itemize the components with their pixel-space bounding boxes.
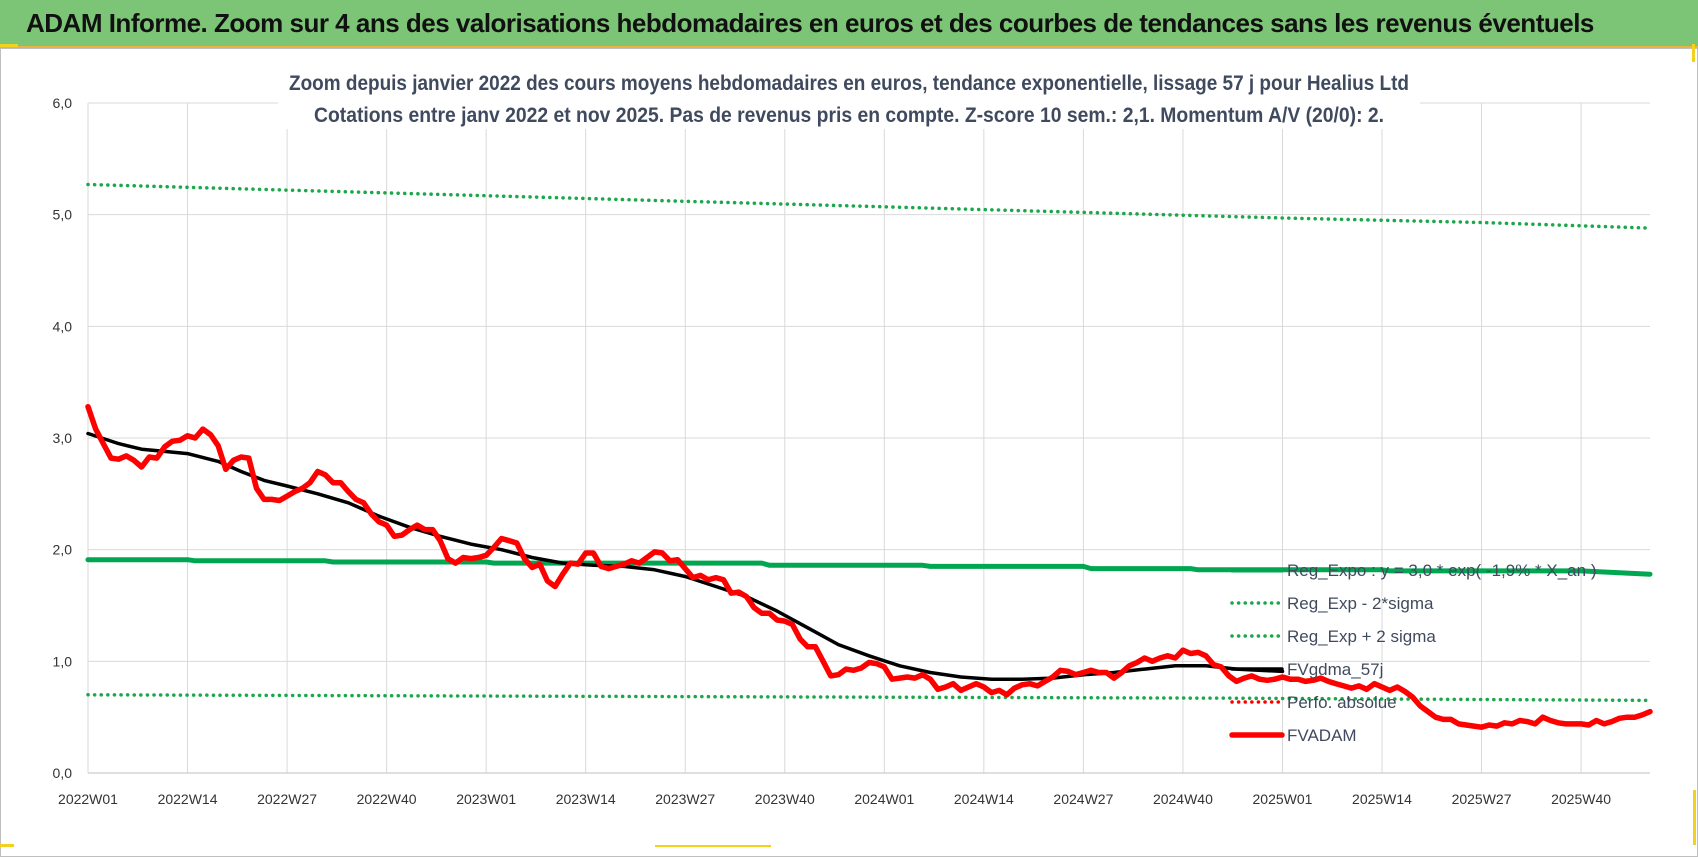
grid xyxy=(87,102,1650,774)
legend-entry: FVgdma_57j xyxy=(1287,660,1383,679)
corner-mark-bottom-left xyxy=(0,844,14,847)
series-line-5 xyxy=(85,403,1653,730)
x-tick-label: 2024W40 xyxy=(1153,791,1213,807)
series-line-2 xyxy=(86,182,1652,230)
y-tick-label: 0,0 xyxy=(53,765,73,781)
x-tick-label: 2022W27 xyxy=(257,791,317,807)
chart-title-line: Cotations entre janv 2022 et nov 2025. P… xyxy=(314,104,1384,127)
legend-entry: Perfo. absolue xyxy=(1287,693,1397,712)
legend-entry: FVADAM xyxy=(1287,726,1357,745)
axes: 0,0 1,0 2,0 3,0 4,0 5,0 6,0 2022W01 2022W14 2022W… xyxy=(53,95,1650,807)
y-tick-label: 1,0 xyxy=(53,653,73,669)
x-tick-label: 2022W14 xyxy=(158,791,218,807)
x-tick-label: 2025W27 xyxy=(1452,791,1512,807)
corner-mark-top-left xyxy=(0,44,18,47)
chart-title: Zoom depuis janvier 2022 des cours moyen… xyxy=(278,69,1420,129)
y-tick-label: 4,0 xyxy=(53,318,73,334)
page-title: ADAM Informe. Zoom sur 4 ans des valoris… xyxy=(26,8,1594,38)
x-tick-label: 2025W14 xyxy=(1352,791,1412,807)
x-tick-label: 2025W01 xyxy=(1253,791,1313,807)
legend-entry: Reg_Expo : y = 3,0 * exp( -1,9% * X_an ) xyxy=(1287,561,1596,580)
legend-entry: Reg_Exp - 2*sigma xyxy=(1287,594,1434,613)
y-tick-label: 6,0 xyxy=(53,95,73,111)
chart-title-backdrop xyxy=(278,69,1420,97)
corner-mark-right-top xyxy=(1692,44,1695,62)
x-tick-label: 2023W01 xyxy=(456,791,516,807)
header-banner: ADAM Informe. Zoom sur 4 ans des valoris… xyxy=(0,0,1698,48)
x-tick-label: 2022W01 xyxy=(58,791,118,807)
corner-mark-bottom-center xyxy=(655,845,771,847)
chart-title-backdrop xyxy=(278,101,1420,129)
series xyxy=(85,182,1653,730)
legend-entry: Reg_Exp + 2 sigma xyxy=(1287,627,1436,646)
x-tick-label: 2023W14 xyxy=(556,791,616,807)
y-tick-label: 3,0 xyxy=(53,430,73,446)
series-line-1 xyxy=(86,693,1652,703)
chart-title-line: Zoom depuis janvier 2022 des cours moyen… xyxy=(289,72,1409,95)
x-tick-label: 2022W40 xyxy=(357,791,417,807)
corner-mark-right-bottom xyxy=(1693,790,1696,845)
x-tick-label: 2023W27 xyxy=(655,791,715,807)
x-tick-label: 2024W01 xyxy=(854,791,914,807)
x-tick-label: 2023W40 xyxy=(755,791,815,807)
legend: Reg_Expo : y = 3,0 * exp( -1,9% * X_an )… xyxy=(1229,561,1596,745)
y-tick-label: 5,0 xyxy=(53,207,73,223)
x-tick-label: 2025W40 xyxy=(1551,791,1611,807)
x-tick-label: 2024W27 xyxy=(1053,791,1113,807)
y-tick-label: 2,0 xyxy=(53,542,73,558)
x-tick-label: 2024W14 xyxy=(954,791,1014,807)
series-line-0 xyxy=(85,557,1653,577)
